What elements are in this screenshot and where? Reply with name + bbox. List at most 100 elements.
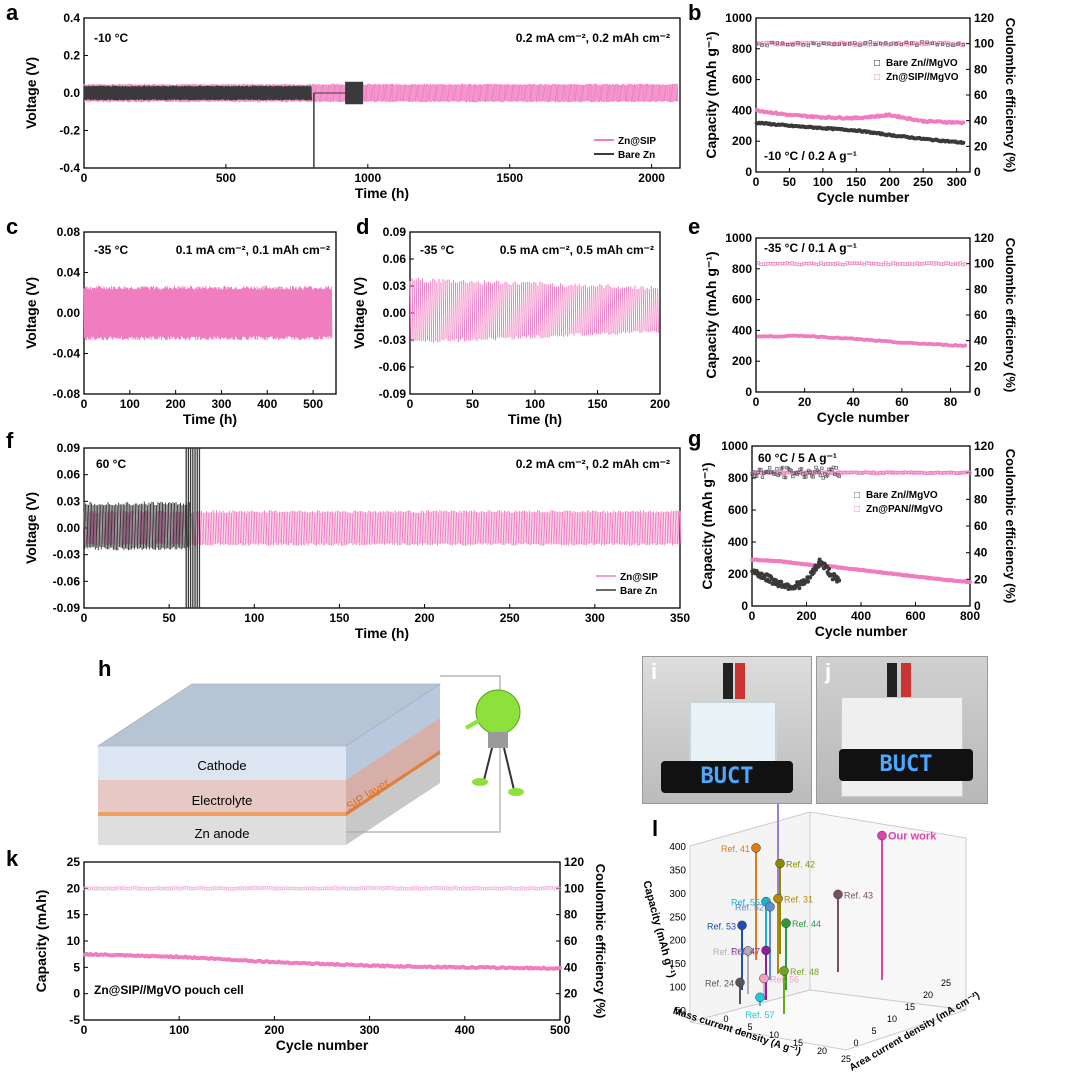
ce-point: [951, 43, 955, 48]
ce-point: [783, 475, 788, 480]
comparison-3d-plot: [689, 793, 967, 1051]
ce-point: [225, 886, 230, 891]
ce-point: [491, 886, 495, 891]
y-tick-label: 0.09: [57, 441, 81, 455]
x-tick-label: 200: [415, 611, 435, 625]
ce-point: [331, 886, 335, 890]
point-label: Ref. 41: [721, 844, 750, 854]
capacity-bare-zn: [750, 557, 842, 591]
panel-letter-b: b: [688, 0, 702, 25]
ce-point: [949, 42, 953, 47]
x-tick-label: 15: [793, 1038, 803, 1048]
ce-point: [130, 886, 135, 890]
ce-point: [754, 474, 759, 478]
ce-point: [145, 887, 150, 891]
y-tick-label: -5: [69, 1013, 80, 1027]
ce-point: [325, 886, 329, 891]
ce-zn-pan: [750, 470, 972, 475]
ce-point: [137, 887, 141, 891]
y2-tick-label: 40: [974, 334, 988, 348]
x-tick-label: 200: [650, 397, 670, 411]
x-tick-label: 50: [162, 611, 176, 625]
ce-point: [422, 886, 426, 891]
data-sphere: [773, 893, 783, 904]
ce-point: [839, 40, 844, 45]
ce-point: [120, 886, 124, 890]
ce-point: [230, 887, 234, 891]
x-tick-label: 80: [944, 395, 958, 409]
ce-point: [755, 42, 759, 46]
ce-point: [500, 887, 504, 891]
ce-point: [541, 886, 545, 890]
ce-point: [335, 887, 340, 891]
ce-point: [956, 42, 960, 46]
ce-point: [821, 476, 825, 480]
ce-point: [443, 887, 448, 891]
ce-point: [904, 40, 909, 45]
ce-point: [364, 886, 368, 891]
ce-point: [94, 887, 98, 891]
y-tick-label: -0.03: [379, 333, 407, 347]
x-tick-label: 5: [747, 1022, 752, 1032]
x-tick-label: 50: [466, 397, 480, 411]
ce-point: [775, 467, 779, 471]
ce-point: [281, 886, 286, 890]
ce-point: [791, 474, 795, 479]
point-label: Ref. 55: [731, 898, 760, 908]
y-tick-label: 0.03: [57, 494, 81, 508]
ce-point: [820, 466, 824, 470]
ce-point: [271, 886, 275, 890]
y-tick-label: 600: [728, 503, 748, 517]
x-tick-label: 60: [895, 395, 909, 409]
ce-point: [104, 886, 109, 890]
layer-label-zn-anode: Zn anode: [195, 826, 250, 841]
ce-point: [370, 886, 374, 890]
ce-point: [91, 886, 96, 890]
series-bare-zn: [83, 85, 312, 101]
ce-point: [439, 886, 443, 890]
data-point: [961, 140, 966, 145]
ce-point: [344, 886, 348, 891]
ce-point: [454, 886, 459, 890]
condition-label: -10 °C: [94, 31, 128, 45]
ce-point: [811, 41, 816, 46]
x-tick-label: 100: [120, 397, 140, 411]
capacity-pouch: [82, 951, 563, 971]
y2-tick-label: 120: [974, 231, 994, 245]
ce-point: [297, 886, 301, 891]
ce-point: [115, 886, 119, 890]
ce-point: [368, 886, 372, 890]
x-tick-label: 300: [585, 611, 605, 625]
ce-point: [780, 41, 785, 45]
ce-point: [154, 886, 158, 890]
condition-label: 0.2 mA cm⁻², 0.2 mAh cm⁻²: [516, 457, 670, 471]
ce-point: [387, 886, 392, 890]
y-tick-label: 600: [732, 293, 752, 307]
ce-point: [873, 42, 878, 47]
y-tick-label: 20: [67, 881, 81, 895]
ce-point: [411, 886, 415, 890]
data-sphere: [751, 843, 761, 853]
data-sphere: [755, 992, 765, 1003]
legend-marker: □: [854, 490, 860, 501]
y-tick-label: 0.09: [383, 225, 407, 239]
y2-tick-label: 20: [974, 139, 988, 153]
ce-point: [515, 887, 519, 891]
x-tick-label: 500: [303, 397, 323, 411]
point-label: Ref. 24: [705, 978, 734, 988]
ce-point: [938, 41, 943, 45]
clip-black: [723, 663, 733, 699]
ce-point: [920, 40, 924, 44]
data-sphere: [759, 973, 769, 984]
y-tick-label: 0.4: [63, 11, 80, 25]
panel-letter-c: c: [6, 214, 19, 239]
ce-point: [217, 886, 221, 890]
pouch-cell: [841, 697, 963, 797]
legend-entry: Zn@SIP: [618, 136, 656, 147]
led-display: BUCT: [839, 749, 973, 781]
ce-point: [794, 40, 798, 45]
x-tick-label: 100: [169, 1023, 189, 1037]
y-axis-label: Capacity (mAh g⁻¹): [699, 462, 715, 589]
data-point: [837, 578, 842, 583]
ce-point: [433, 886, 437, 890]
